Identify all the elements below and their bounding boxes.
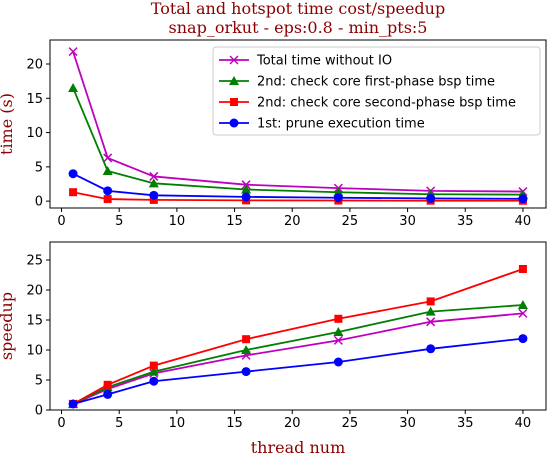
y-tick-label: 0 [35, 195, 43, 210]
x-tick-label: 30 [399, 214, 416, 229]
data-point [241, 367, 251, 377]
top-chart: time (s) 0 5 10 15 20 25 30 35 40 0 5 10 15 20 Total… [0, 39, 547, 229]
y-tick-label: 0 [35, 404, 43, 419]
bottom-x-ticks: 0 5 10 15 20 25 30 35 40 [57, 410, 531, 431]
bottom-chart: speedup thread num 0 5 10 15 20 25 30 35 40 0 5 10… [0, 241, 547, 456]
data-point [333, 327, 344, 336]
x-tick-label: 5 [115, 214, 123, 229]
x-tick-label: 20 [284, 214, 301, 229]
data-point [518, 265, 527, 273]
data-point [149, 195, 158, 204]
legend-label: 1st: prune execution time [257, 117, 425, 132]
data-point [426, 317, 436, 327]
legend-label: 2nd: check core first-phase bsp time [257, 75, 495, 90]
data-point [241, 184, 252, 194]
x-tick-label: 0 [57, 214, 65, 229]
data-point [334, 314, 343, 323]
y-tick-label: 10 [26, 126, 43, 141]
y-tick-label: 15 [26, 314, 43, 329]
top-y-axis-label: time (s) [0, 93, 16, 155]
data-point [241, 192, 251, 202]
data-point [333, 357, 343, 367]
chart-title-line2: snap_orkut - eps:0.8 - min_pts:5 [169, 18, 428, 37]
x-tick-label: 35 [457, 416, 474, 431]
data-point [518, 308, 528, 318]
data-point [149, 171, 159, 181]
top-plot-frame [49, 39, 547, 209]
bottom-y-ticks: 0 5 10 15 20 25 [26, 254, 50, 419]
data-point [518, 194, 528, 204]
legend: Total time without IO 2nd: check core fir… [212, 46, 541, 136]
bottom-y-axis-label: speedup [0, 292, 16, 360]
data-point [149, 361, 158, 370]
data-point [518, 334, 528, 344]
data-point [149, 376, 159, 386]
data-point [103, 186, 113, 196]
data-point [426, 297, 435, 306]
x-tick-label: 10 [169, 416, 186, 431]
top-y-ticks: 0 5 10 15 20 [26, 58, 50, 210]
data-point [102, 165, 113, 175]
data-point [241, 345, 252, 354]
y-tick-label: 20 [26, 58, 43, 73]
x-tick-label: 40 [515, 416, 532, 431]
data-point [333, 335, 343, 345]
y-tick-label: 5 [35, 374, 43, 389]
data-point [68, 399, 78, 409]
legend-label: 2nd: check core second-phase bsp time [257, 96, 516, 111]
data-point [103, 380, 112, 389]
data-point [69, 188, 78, 197]
x-tick-label: 40 [515, 214, 532, 229]
y-tick-label: 15 [26, 92, 43, 107]
data-point [68, 47, 78, 57]
chart-title-line1: Total and hotspot time cost/speedup [151, 0, 445, 18]
data-point [242, 335, 251, 344]
y-tick-label: 10 [26, 344, 43, 359]
x-tick-label: 35 [457, 214, 474, 229]
series-line [72, 268, 524, 405]
y-tick-label: 25 [26, 254, 43, 269]
data-point [425, 306, 436, 316]
x-tick-label: 15 [226, 214, 243, 229]
x-tick-label: 0 [57, 416, 65, 431]
data-point [517, 300, 528, 309]
x-tick-label: 20 [284, 416, 301, 431]
data-point [426, 344, 436, 354]
data-point [103, 389, 113, 399]
x-tick-label: 30 [399, 416, 416, 431]
bottom-x-axis-label: thread num [251, 438, 346, 456]
data-point [148, 366, 159, 376]
legend-marker [229, 76, 239, 85]
data-point [426, 193, 436, 203]
x-tick-label: 25 [342, 214, 359, 229]
x-tick-label: 10 [169, 214, 186, 229]
data-point [103, 195, 112, 204]
data-point [148, 178, 159, 188]
data-point [149, 190, 159, 200]
top-series [68, 47, 528, 205]
bottom-series [68, 265, 528, 409]
x-tick-label: 25 [342, 416, 359, 431]
top-x-ticks: 0 5 10 15 20 25 30 35 40 [57, 208, 531, 229]
x-tick-label: 15 [226, 416, 243, 431]
y-tick-label: 5 [35, 160, 43, 175]
bottom-plot-frame [49, 241, 547, 411]
legend-marker [229, 118, 239, 128]
legend-box [212, 46, 541, 136]
legend-marker [229, 55, 239, 65]
y-tick-label: 20 [26, 284, 43, 299]
data-point [333, 193, 343, 203]
legend-marker [230, 98, 238, 106]
data-point [68, 169, 78, 179]
x-tick-label: 5 [115, 416, 123, 431]
data-point [103, 153, 113, 163]
legend-label: Total time without IO [256, 54, 392, 69]
data-point [68, 83, 79, 92]
